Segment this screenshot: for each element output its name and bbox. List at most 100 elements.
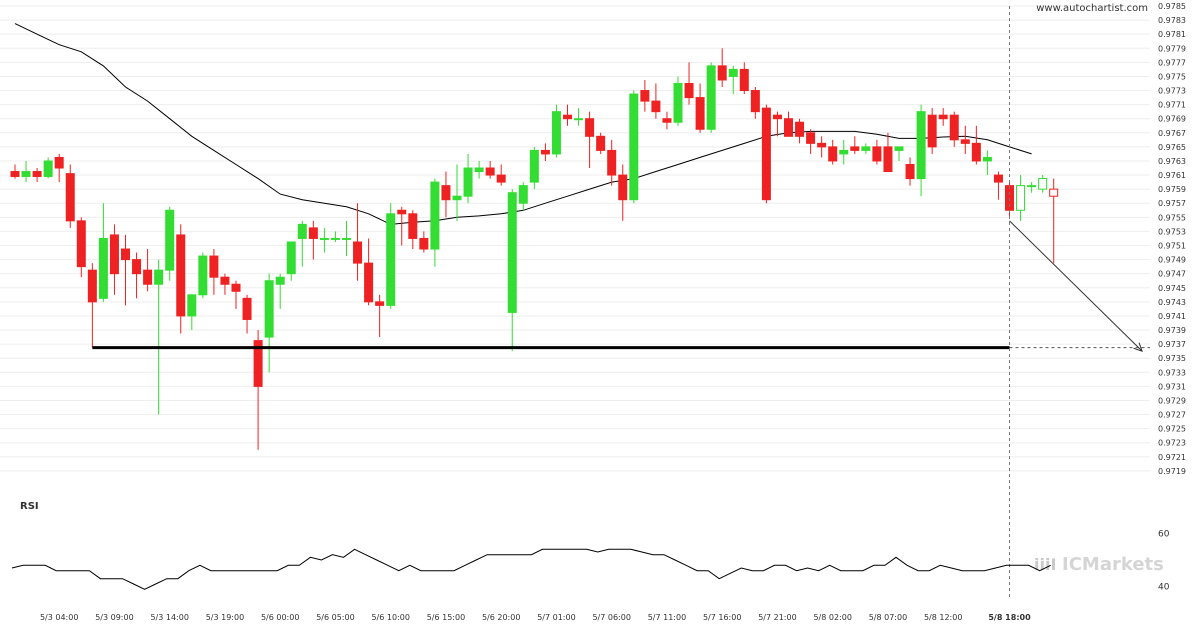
candle	[916, 104, 926, 197]
y-axis: 0.9785 0.9783 0.9781 0.9779 0.9777 0.9775 0.97…	[1158, 2, 1186, 476]
candle	[839, 139, 849, 165]
candle	[209, 249, 219, 295]
candle	[717, 48, 727, 88]
candle	[993, 171, 1003, 200]
candle	[551, 104, 561, 158]
candle-body	[540, 149, 550, 155]
candle-body	[264, 280, 274, 338]
candle-body	[960, 139, 970, 144]
candle	[463, 153, 473, 204]
candle-body	[43, 160, 53, 177]
candle-body	[607, 149, 617, 176]
candle-body	[143, 269, 153, 285]
candle	[662, 111, 672, 130]
candle-body	[54, 156, 64, 169]
candle	[154, 259, 164, 415]
candle	[187, 294, 197, 331]
x-tick-label: 5/6 10:00	[371, 613, 409, 622]
candle	[109, 224, 119, 295]
x-tick-label: 5/6 00:00	[261, 613, 299, 622]
y-tick-label: 0.9763	[1158, 157, 1186, 166]
candle-body	[98, 237, 108, 299]
y-tick-label: 0.9755	[1158, 213, 1186, 222]
candle	[861, 143, 871, 154]
broker-logo-mark: iiiI	[1034, 555, 1056, 574]
candle-body	[629, 93, 639, 201]
candle	[872, 139, 882, 165]
y-tick-label: 0.9745	[1158, 284, 1186, 293]
candle-body	[308, 227, 318, 239]
candle-body	[651, 100, 661, 113]
candle	[32, 168, 42, 183]
candle-body	[916, 111, 926, 180]
candle	[640, 79, 650, 112]
candle-body	[353, 241, 363, 264]
y-tick-label: 0.9777	[1158, 58, 1186, 67]
y-tick-label: 0.9743	[1158, 298, 1186, 307]
x-tick-label: 5/7 21:00	[758, 613, 796, 622]
candle-body	[772, 114, 782, 120]
y-tick-label: 0.9727	[1158, 411, 1186, 420]
candle-body	[1027, 185, 1037, 188]
candle-body	[507, 192, 517, 313]
candle-body	[850, 146, 860, 151]
moving-average	[14, 23, 1032, 225]
candle	[507, 189, 517, 352]
y-tick-label: 0.9781	[1158, 30, 1186, 39]
y-tick-label: 0.9771	[1158, 101, 1186, 110]
candle	[927, 108, 937, 154]
candle-body	[938, 114, 948, 120]
candle-body	[375, 301, 385, 306]
candle-body	[496, 174, 506, 183]
candle-body	[839, 149, 849, 155]
candle	[607, 139, 617, 186]
y-tick-label: 0.9775	[1158, 72, 1186, 81]
candle	[618, 164, 628, 221]
candle	[1049, 178, 1059, 264]
candle-body	[750, 90, 760, 113]
candle	[165, 206, 175, 281]
x-tick-label: 5/3 14:00	[150, 613, 188, 622]
candle-body	[165, 209, 175, 271]
candle-body	[905, 163, 915, 180]
candle	[43, 157, 53, 179]
candle-body	[739, 68, 749, 92]
candle-body	[132, 259, 142, 275]
rsi-label: RSI	[20, 501, 39, 512]
candle	[242, 294, 252, 334]
candle	[784, 111, 793, 137]
candle-body	[817, 142, 827, 148]
candle-body	[662, 118, 672, 123]
x-tick-label: 5/3 04:00	[40, 613, 78, 622]
y-tick-label: 0.9761	[1158, 171, 1186, 180]
x-axis: 5/3 04:00 5/3 09:00 5/3 14:00 5/3 19:00 5/6 …	[40, 613, 1031, 622]
candle	[419, 231, 429, 253]
candle-body	[684, 82, 694, 99]
candle-body	[87, 269, 97, 303]
candle	[496, 164, 506, 186]
candle	[772, 111, 782, 137]
candle-body	[717, 65, 727, 81]
moving-average-line	[14, 23, 1032, 225]
candle	[728, 65, 738, 95]
candle	[386, 203, 396, 309]
y-tick-label: 0.9741	[1158, 312, 1186, 321]
candle-body	[319, 237, 329, 240]
candle-body	[32, 171, 42, 177]
candle-body	[806, 132, 816, 144]
candle	[87, 263, 97, 348]
x-tick-label: 5/3 09:00	[95, 613, 133, 622]
candle-body	[452, 195, 462, 201]
candle-body	[176, 234, 186, 317]
candle-body	[1049, 188, 1059, 197]
projection-arrow-head	[1133, 342, 1143, 352]
candle-body	[784, 118, 793, 137]
candle-body	[585, 118, 595, 137]
x-tick-label: 5/8 07:00	[869, 613, 907, 622]
x-tick-label: 5/6 20:00	[482, 613, 520, 622]
candle	[121, 234, 130, 306]
candle-body	[695, 97, 705, 130]
candle	[253, 330, 263, 450]
candle-body	[220, 276, 230, 285]
